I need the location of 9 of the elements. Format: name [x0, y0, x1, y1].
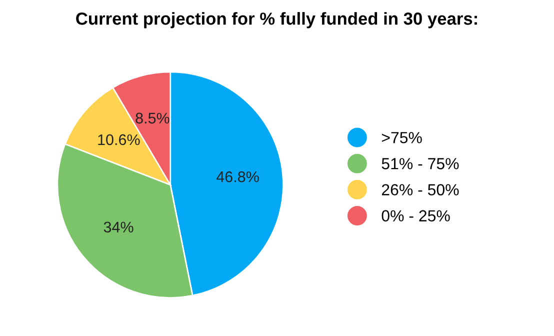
data-label: 46.8% — [216, 171, 259, 182]
data-label: 10.6% — [98, 134, 140, 146]
chart-title: Current projection for % fully funded in 30 years: — [76, 12, 477, 28]
data-label: 34% — [104, 222, 134, 233]
legend-label: 26% - 50% — [382, 184, 459, 196]
legend-label: 51% - 75% — [382, 158, 459, 170]
legend-label: >75% — [382, 132, 422, 144]
legend-label: 0% - 25% — [382, 210, 450, 222]
data-label: 8.5% — [136, 112, 170, 124]
